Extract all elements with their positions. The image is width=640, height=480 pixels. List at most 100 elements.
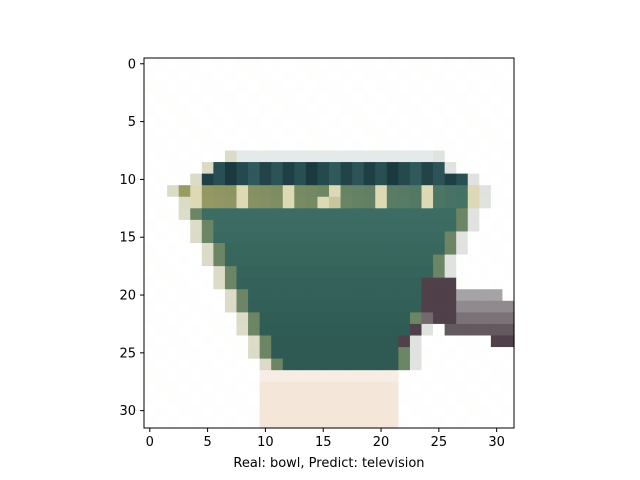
image-pixel [409, 185, 423, 198]
image-pixel [421, 266, 434, 279]
image-pixel [259, 335, 272, 348]
image-pixel [444, 208, 457, 221]
image-pixel [502, 243, 515, 256]
image-pixel [363, 208, 376, 221]
image-pixel [421, 127, 434, 140]
image-pixel [259, 277, 272, 290]
image-pixel [375, 335, 388, 348]
image-pixel [502, 347, 515, 360]
image-pixel [294, 335, 307, 348]
image-pixel [224, 231, 238, 244]
image-pixel [259, 312, 272, 325]
image-pixel [386, 231, 399, 244]
image-pixel [178, 416, 191, 429]
image-pixel [456, 58, 469, 71]
image-pixel [144, 219, 157, 233]
image-pixel [201, 115, 214, 128]
image-pixel [236, 254, 249, 267]
image-pixel [213, 185, 226, 198]
image-pixel [155, 58, 168, 71]
image-pixel [398, 127, 411, 140]
image-pixel [352, 370, 365, 383]
image-pixel [236, 277, 249, 290]
image-pixel [329, 58, 342, 71]
image-pixel [444, 381, 457, 394]
image-pixel [329, 243, 342, 256]
image-pixel [363, 150, 376, 163]
image-pixel [155, 92, 168, 105]
image-pixel [155, 370, 168, 383]
image-pixel [271, 115, 284, 128]
image-pixel [224, 185, 238, 198]
image-pixel [213, 381, 226, 394]
image-pixel [363, 335, 376, 348]
image-pixel [456, 416, 469, 429]
image-pixel [479, 69, 492, 82]
image-pixel [317, 358, 330, 371]
image-pixel [213, 231, 226, 244]
image-pixel [201, 300, 214, 313]
image-pixel [248, 404, 261, 418]
image-pixel [294, 254, 307, 267]
image-pixel [167, 323, 180, 337]
image-pixel [386, 115, 399, 128]
image-pixel [386, 347, 399, 360]
image-pixel [398, 81, 411, 94]
image-pixel [294, 358, 307, 371]
axes-frame [143, 57, 515, 429]
image-pixel [271, 138, 284, 152]
image-pixel [236, 358, 249, 371]
image-pixel [340, 393, 353, 406]
image-pixel [329, 173, 342, 186]
image-pixel [433, 300, 446, 313]
image-pixel [375, 150, 388, 163]
image-pixel [224, 81, 238, 94]
image-pixel [502, 150, 515, 163]
image-pixel [352, 208, 365, 221]
image-pixel [398, 150, 411, 163]
image-pixel [363, 289, 376, 302]
image-pixel [421, 347, 434, 360]
image-pixel [271, 58, 284, 71]
image-pixel [271, 335, 284, 348]
image-pixel [444, 347, 457, 360]
image-pixel [490, 219, 504, 233]
image-pixel [479, 370, 492, 383]
image-pixel [421, 381, 434, 394]
image-pixel [502, 81, 515, 94]
image-pixel [502, 127, 515, 140]
image-pixel [167, 150, 180, 163]
image-pixel [259, 347, 272, 360]
image-pixel [167, 115, 180, 128]
image-pixel [398, 381, 411, 394]
image-pixel [421, 81, 434, 94]
image-pixel [224, 404, 238, 418]
image-pixel [155, 416, 168, 429]
image-pixel [236, 219, 249, 233]
image-pixel [329, 335, 342, 348]
image-pixel [317, 335, 330, 348]
image-pixel [502, 208, 515, 221]
image-pixel [421, 300, 434, 313]
image-pixel [167, 104, 180, 117]
image-pixel [167, 127, 180, 140]
image-pixel [444, 289, 457, 302]
image-pixel [305, 58, 319, 71]
image-pixel [305, 150, 319, 163]
image-pixel [421, 416, 434, 429]
image-pixel [305, 115, 319, 128]
image-pixel [167, 277, 180, 290]
image-pixel [259, 416, 272, 429]
image-pixel [259, 266, 272, 279]
image-pixel [456, 92, 469, 105]
image-pixel [282, 416, 295, 429]
image-pixel [352, 219, 365, 233]
image-pixel [409, 196, 423, 209]
image-pixel [386, 277, 399, 290]
image-pixel [490, 92, 504, 105]
image-pixel [340, 150, 353, 163]
image-pixel [409, 312, 423, 325]
image-pixel [155, 219, 168, 233]
x-tick-label: 30 [488, 435, 505, 450]
